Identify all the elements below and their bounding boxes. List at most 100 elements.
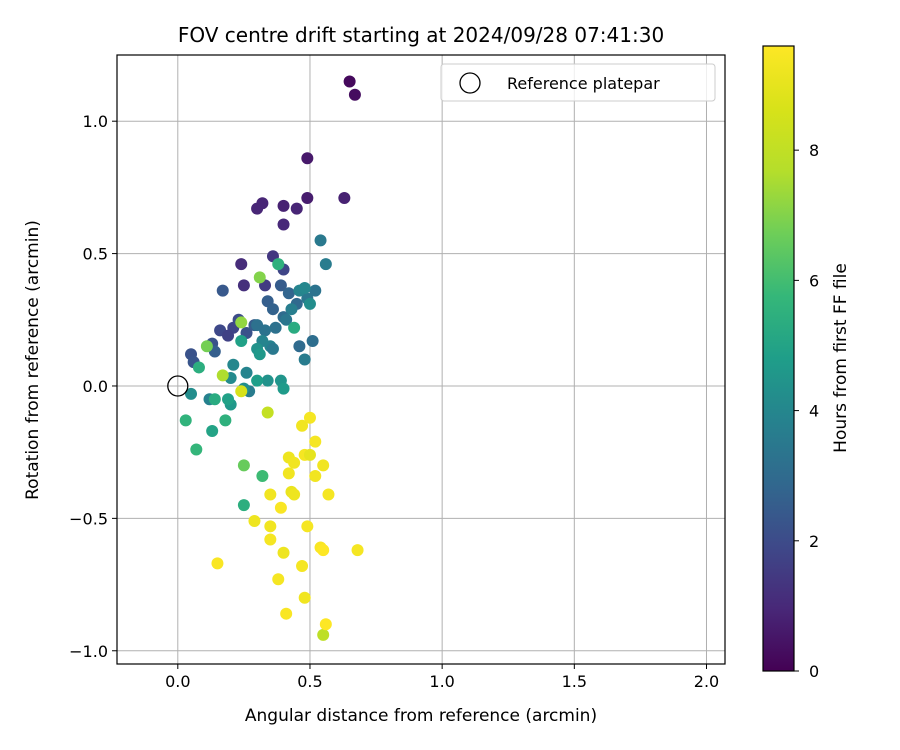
data-point (288, 456, 301, 469)
colorbar-tick-label: 8 (809, 141, 819, 160)
data-point (219, 414, 232, 427)
data-point (235, 385, 248, 398)
data-point (296, 419, 309, 432)
data-point (216, 369, 229, 382)
data-point (298, 591, 311, 604)
y-tick-label: 0.0 (83, 377, 108, 396)
x-tick-label: 0.5 (297, 672, 322, 691)
colorbar-gradient (762, 45, 795, 672)
data-point (317, 628, 330, 641)
data-point (322, 488, 335, 501)
data-point (277, 382, 290, 395)
data-point (280, 313, 293, 326)
legend-open-circle-marker (459, 72, 481, 94)
data-point (235, 258, 248, 271)
data-point (288, 321, 301, 334)
colorbar-tick-label: 0 (809, 662, 819, 681)
data-point (272, 258, 285, 271)
data-point (285, 303, 298, 316)
data-point (319, 618, 332, 631)
data-point (235, 316, 248, 329)
data-point (290, 202, 303, 215)
data-point (211, 557, 224, 570)
data-point (301, 520, 314, 533)
data-point (296, 560, 309, 573)
data-point (206, 424, 219, 437)
data-point (264, 488, 277, 501)
data-point (319, 258, 332, 271)
data-point (237, 499, 250, 512)
x-tick-label: 1.5 (562, 672, 587, 691)
data-point (200, 340, 213, 353)
y-axis-ticks: −1.0 −0.5 0.0 0.5 1.0 (69, 112, 117, 661)
data-point (261, 374, 274, 387)
legend-label: Reference platepar (507, 74, 660, 93)
data-points (179, 75, 364, 641)
data-point (179, 414, 192, 427)
colorbar-tick-label: 2 (809, 532, 819, 551)
reference-platepar-marker (167, 375, 189, 397)
x-tick-label: 2.0 (694, 672, 719, 691)
data-point (303, 297, 316, 310)
colorbar: 0 2 4 6 8 Hours from first FF file (762, 45, 851, 681)
data-point (192, 361, 205, 374)
y-tick-label: 1.0 (83, 112, 108, 131)
colorbar-ticks: 0 2 4 6 8 (794, 141, 819, 681)
data-point (301, 152, 314, 165)
y-tick-label: 0.5 (83, 245, 108, 264)
data-point (274, 501, 287, 514)
plot-frame (116, 54, 726, 665)
colorbar-tick-label: 4 (809, 402, 819, 421)
data-point (253, 271, 266, 284)
data-point (272, 573, 285, 586)
data-point (280, 607, 293, 620)
data-point (208, 393, 221, 406)
data-point (298, 282, 311, 295)
data-point (227, 358, 240, 371)
data-point (343, 75, 356, 88)
data-point (253, 348, 266, 361)
data-point (274, 279, 287, 292)
data-point (261, 406, 274, 419)
grid-lines (117, 55, 725, 664)
legend: Reference platepar (440, 63, 716, 102)
data-point (314, 234, 327, 247)
data-point (348, 88, 361, 101)
data-point (222, 393, 235, 406)
data-point (264, 533, 277, 546)
data-point (251, 319, 264, 332)
data-point (309, 470, 322, 483)
colorbar-tick-label: 6 (809, 271, 819, 290)
data-point (317, 544, 330, 557)
data-point (216, 284, 229, 297)
colorbar-title: Hours from first FF file (831, 263, 851, 453)
data-point (303, 448, 316, 461)
reference-platepar-point (167, 375, 189, 397)
x-tick-label: 0.0 (165, 672, 190, 691)
x-tick-label: 1.0 (429, 672, 454, 691)
data-point (266, 342, 279, 355)
data-point (256, 197, 269, 210)
data-point (298, 353, 311, 366)
x-axis-ticks: 0.0 0.5 1.0 1.5 2.0 (165, 664, 719, 691)
data-point (237, 279, 250, 292)
data-point (277, 199, 290, 212)
y-axis-title: Rotation from reference (arcmin) (23, 220, 43, 500)
data-point (309, 284, 322, 297)
data-point (306, 334, 319, 347)
data-point (351, 544, 364, 557)
x-axis-title: Angular distance from reference (arcmin) (245, 706, 597, 726)
data-point (303, 411, 316, 424)
data-point (293, 340, 306, 353)
data-point (277, 546, 290, 559)
data-point (269, 321, 282, 334)
data-point (288, 488, 301, 501)
y-tick-label: −0.5 (69, 509, 108, 528)
data-point (222, 329, 235, 342)
y-tick-label: −1.0 (69, 642, 108, 661)
data-point (240, 366, 253, 379)
data-point (235, 334, 248, 347)
data-point (251, 374, 264, 387)
legend-box (440, 63, 716, 102)
